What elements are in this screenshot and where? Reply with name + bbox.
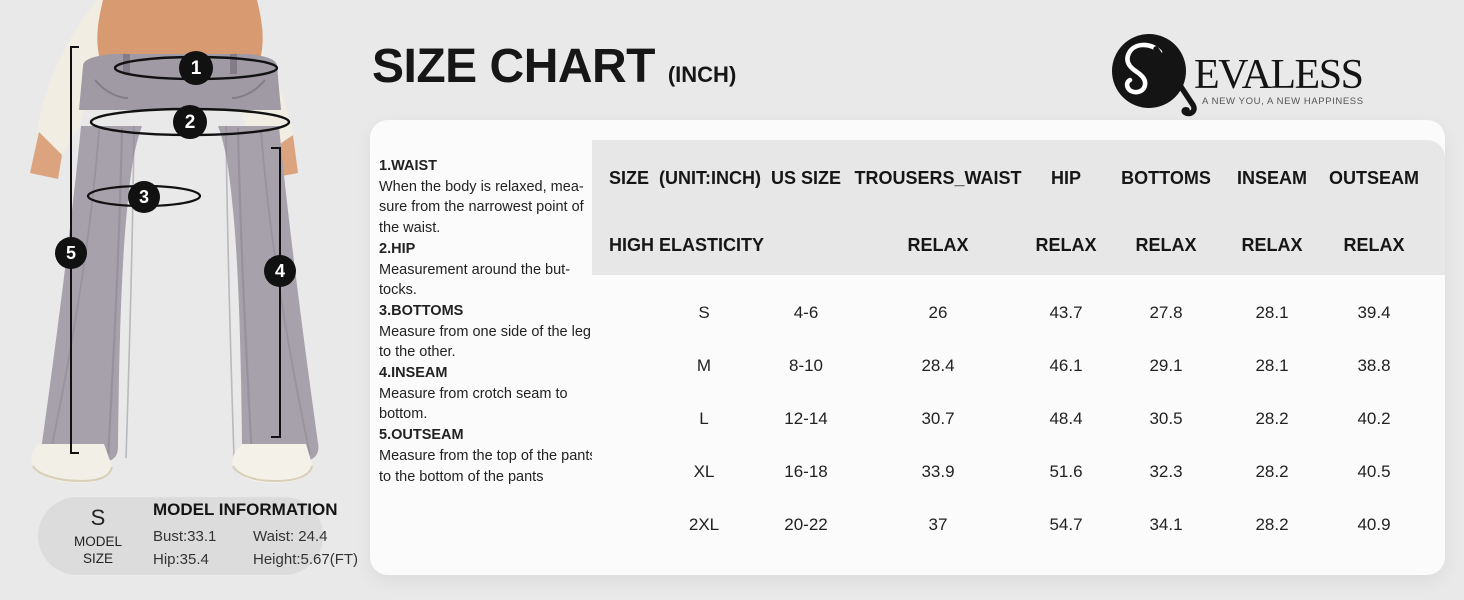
svg-text:EVALESS: EVALESS <box>1194 52 1362 98</box>
svg-text:1: 1 <box>191 58 202 79</box>
svg-text:2: 2 <box>185 112 196 133</box>
svg-text:5: 5 <box>66 243 76 263</box>
svg-text:3: 3 <box>139 187 149 207</box>
svg-text:4: 4 <box>275 261 285 281</box>
